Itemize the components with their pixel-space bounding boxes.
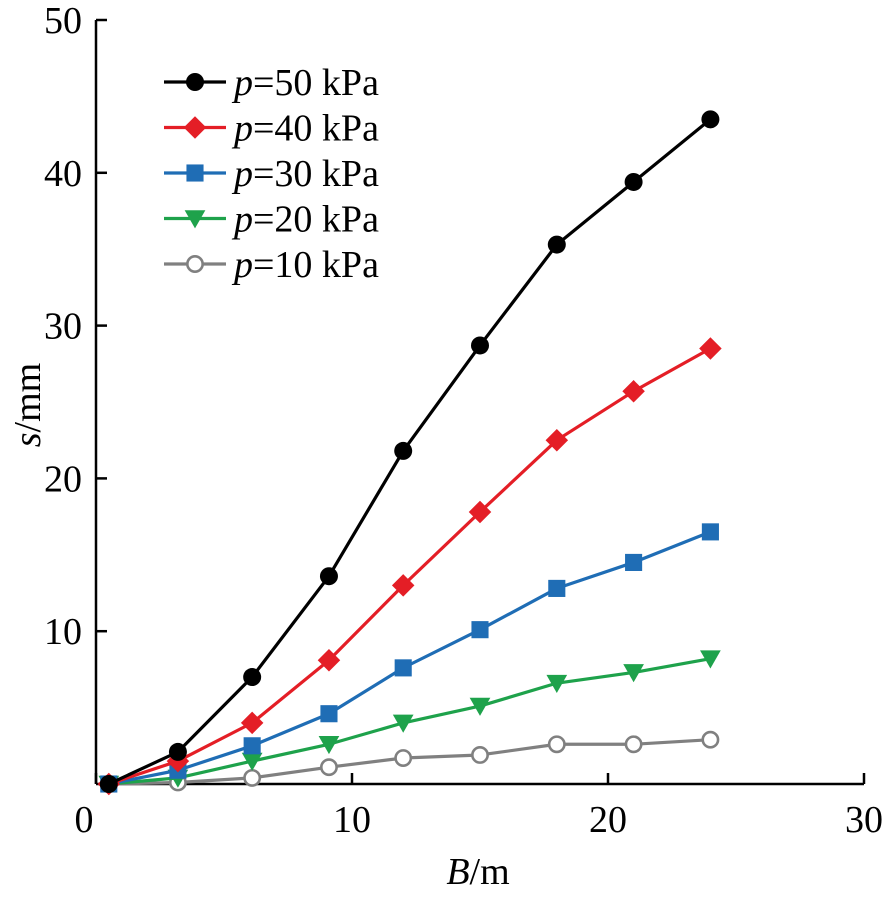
data-point xyxy=(243,668,262,687)
data-point xyxy=(320,705,338,723)
data-point xyxy=(700,650,721,669)
x-axis-label-unit: /m xyxy=(470,851,510,893)
data-point xyxy=(471,621,489,639)
x-tick-label: 20 xyxy=(589,799,627,841)
y-tick-label: 10 xyxy=(44,611,82,653)
y-tick-label: 40 xyxy=(44,153,82,195)
series-group xyxy=(97,110,722,796)
legend-marker xyxy=(183,116,207,139)
y-tick-label: 30 xyxy=(44,306,82,348)
y-axis: 10 20 30 40 50 xyxy=(44,0,107,784)
data-point xyxy=(468,500,492,524)
data-point xyxy=(545,428,569,452)
series-line xyxy=(108,530,711,786)
data-point xyxy=(243,737,261,755)
data-point xyxy=(624,172,643,191)
data-point xyxy=(547,235,566,254)
legend-label: p=50 kPa xyxy=(231,62,379,104)
data-point xyxy=(471,336,489,355)
y-axis-label-unit: /mm xyxy=(7,363,49,433)
data-point xyxy=(394,749,413,767)
data-point xyxy=(625,553,643,571)
y-tick-label: 50 xyxy=(44,0,82,42)
legend-label: p=10 kPa xyxy=(231,244,379,286)
legend-marker xyxy=(186,164,204,182)
legend-label: p=20 kPa xyxy=(231,199,379,241)
data-point xyxy=(240,711,264,735)
data-point xyxy=(546,674,568,693)
legend-label: p=40 kPa xyxy=(231,108,379,150)
data-point xyxy=(622,380,645,403)
data-point xyxy=(701,523,719,541)
legend-item: p=30 kPa xyxy=(164,153,379,195)
data-point xyxy=(168,742,187,761)
legend-marker xyxy=(184,210,206,229)
legend-item: p=50 kPa xyxy=(164,62,379,104)
data-point xyxy=(547,735,566,754)
x-tick-label: 0 xyxy=(75,799,94,841)
legend-item: p=20 kPa xyxy=(164,199,379,241)
data-point xyxy=(548,579,566,597)
data-point xyxy=(319,567,338,586)
data-point xyxy=(394,659,412,677)
series-0 xyxy=(99,110,720,793)
data-point xyxy=(699,337,722,360)
x-axis-label: B/m xyxy=(446,851,509,893)
data-point xyxy=(243,768,262,787)
data-point xyxy=(701,110,720,129)
x-axis-label-var: B xyxy=(446,851,469,893)
data-point xyxy=(624,735,643,754)
data-point xyxy=(391,574,415,597)
data-point xyxy=(320,758,338,777)
series-4 xyxy=(99,730,720,793)
data-point xyxy=(394,441,413,460)
data-point xyxy=(318,735,340,755)
legend-label: p=30 kPa xyxy=(231,153,379,195)
data-point xyxy=(623,664,644,683)
data-point xyxy=(241,752,263,771)
y-axis-label: s/mm xyxy=(7,363,49,447)
x-tick-label: 30 xyxy=(845,799,883,841)
y-tick-label: 20 xyxy=(44,458,82,500)
legend-item: p=10 kPa xyxy=(164,244,379,286)
x-tick-label: 10 xyxy=(333,799,371,841)
data-point xyxy=(469,697,491,716)
legend-item: p=40 kPa xyxy=(164,108,379,150)
data-point xyxy=(701,730,720,749)
legend-marker xyxy=(186,255,204,273)
y-axis-label-var: s xyxy=(7,432,49,447)
data-point xyxy=(392,714,414,733)
x-axis: 0 10 20 30 xyxy=(75,773,883,841)
data-point xyxy=(99,775,118,793)
legend-marker xyxy=(186,73,204,91)
data-point xyxy=(471,746,489,764)
data-point xyxy=(317,648,341,672)
